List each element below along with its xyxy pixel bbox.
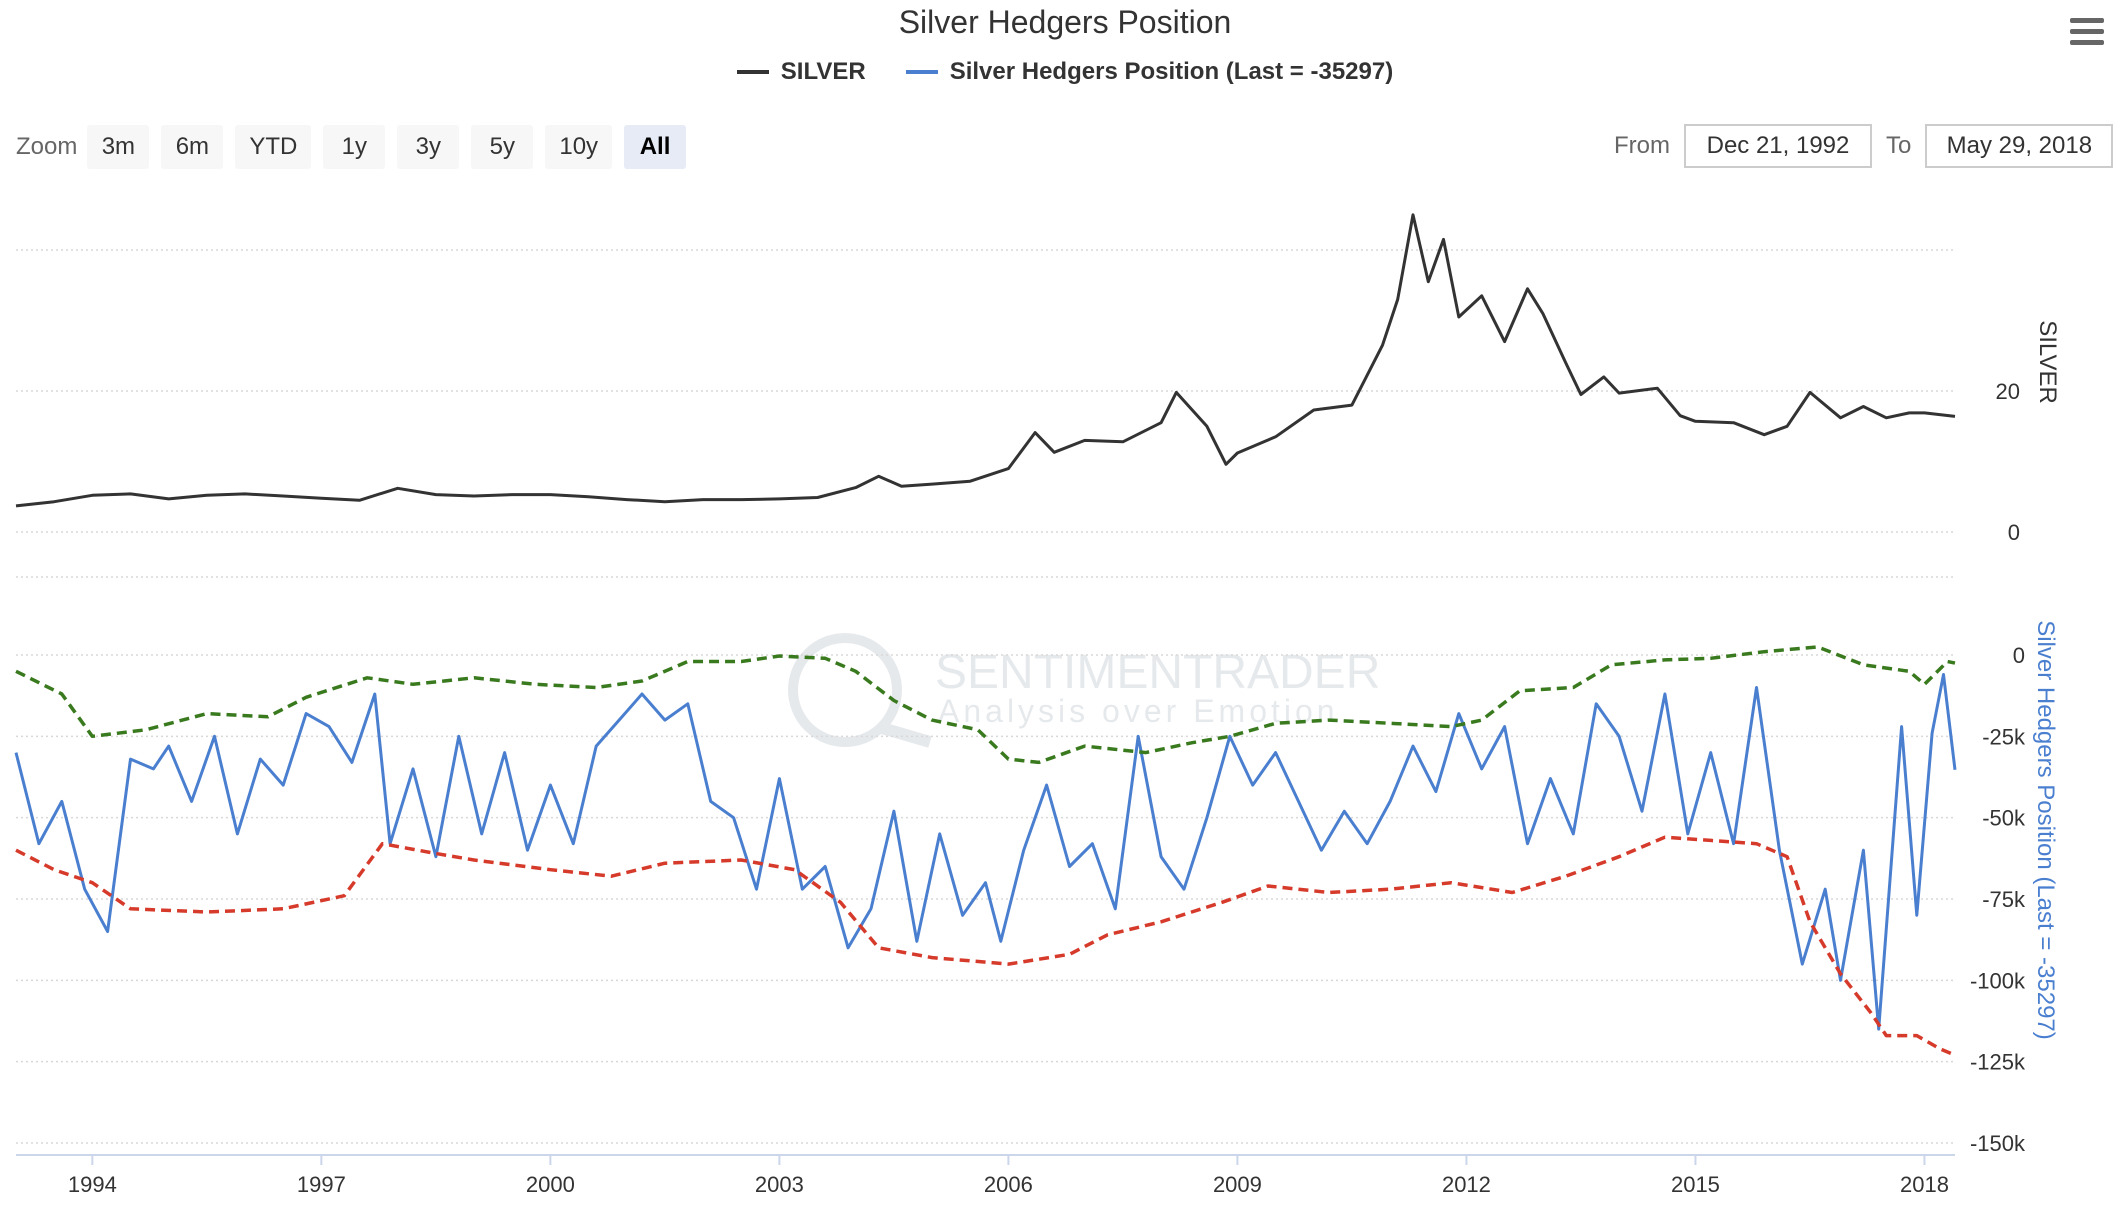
menu-bar <box>2070 29 2104 34</box>
watermark-logo-handle <box>880 722 932 748</box>
zoom-bar: Zoom 3m 6m YTD 1y 3y 5y 10y All <box>16 125 698 169</box>
legend-item-silver[interactable]: SILVER <box>736 58 866 86</box>
date-range-selector: From To <box>1600 124 2114 168</box>
price-series <box>15 213 1956 508</box>
axes: 0 20 SILVER 0 -25k -50k -75k -100k -125k -150k Sil… <box>16 320 2061 1197</box>
series-line-silver <box>15 213 1956 508</box>
hedgers-y-tick-label: -100k <box>1970 968 2026 993</box>
x-tick-label: 2018 <box>1900 1172 1949 1197</box>
zoom-all-button[interactable]: All <box>624 125 687 169</box>
hamburger-menu-icon[interactable] <box>2070 18 2104 46</box>
zoom-ytd-button[interactable]: YTD <box>235 125 312 169</box>
hedgers-y-axis-title: Silver Hedgers Position (Last = -35297) <box>2032 620 2059 1040</box>
x-tick-label: 1997 <box>297 1172 346 1197</box>
x-tick-label: 1994 <box>68 1172 117 1197</box>
zoom-10y-button[interactable]: 10y <box>545 125 613 169</box>
menu-bar <box>2070 40 2104 45</box>
series-line-silver-hedgers-position <box>14 673 1957 1031</box>
legend-swatch-hedgers <box>905 70 938 74</box>
hedgers-y-tick-label: -25k <box>1982 724 2026 749</box>
price-y-axis-title: SILVER <box>2034 320 2061 404</box>
x-tick-label: 2012 <box>1442 1172 1491 1197</box>
zoom-label: Zoom <box>16 133 78 160</box>
legend-label-hedgers: Silver Hedgers Position (Last = -35297) <box>949 58 1394 85</box>
zoom-1y-button[interactable]: 1y <box>323 125 386 169</box>
watermark-tagline: Analysis over Emotion <box>938 693 1339 729</box>
legend: SILVER Silver Hedgers Position (Last = -… <box>0 58 2118 86</box>
to-date-input[interactable] <box>1925 124 2114 168</box>
from-label: From <box>1614 132 1670 159</box>
price-y-tick-label: 0 <box>2008 520 2020 545</box>
zoom-5y-button[interactable]: 5y <box>471 125 534 169</box>
watermark-logo-icon <box>788 633 902 747</box>
hedgers-y-tick-label: -50k <box>1982 806 2026 831</box>
price-y-tick-label: 20 <box>1996 379 2020 404</box>
legend-item-hedgers[interactable]: Silver Hedgers Position (Last = -35297) <box>905 58 1394 86</box>
legend-label-silver: SILVER <box>780 58 866 85</box>
series-line-upper-band <box>15 645 1956 765</box>
zoom-6m-button[interactable]: 6m <box>161 125 224 169</box>
from-date-input[interactable] <box>1684 124 1872 168</box>
x-tick-label: 2009 <box>1213 1172 1262 1197</box>
x-tick-label: 2003 <box>755 1172 804 1197</box>
x-tick-label: 2006 <box>984 1172 1033 1197</box>
to-label: To <box>1886 132 1912 159</box>
series-line-lower-band <box>15 835 1956 1057</box>
watermark-name: SENTIMENTRADER <box>935 646 1380 699</box>
hedgers-y-tick-label: -75k <box>1982 887 2026 912</box>
hedgers-series <box>14 645 1957 1057</box>
legend-swatch-silver <box>736 70 769 74</box>
hedgers-y-tick-label: -125k <box>1970 1050 2026 1075</box>
chart-title: Silver Hedgers Position <box>898 4 1232 40</box>
x-tick-label: 2000 <box>526 1172 575 1197</box>
menu-bar <box>2070 18 2104 23</box>
hedgers-y-tick-label: -150k <box>1970 1131 2026 1156</box>
zoom-3y-button[interactable]: 3y <box>397 125 460 169</box>
x-tick-label: 2015 <box>1671 1172 1720 1197</box>
zoom-3m-button[interactable]: 3m <box>87 125 150 169</box>
hedgers-y-tick-label: 0 <box>2013 643 2025 668</box>
